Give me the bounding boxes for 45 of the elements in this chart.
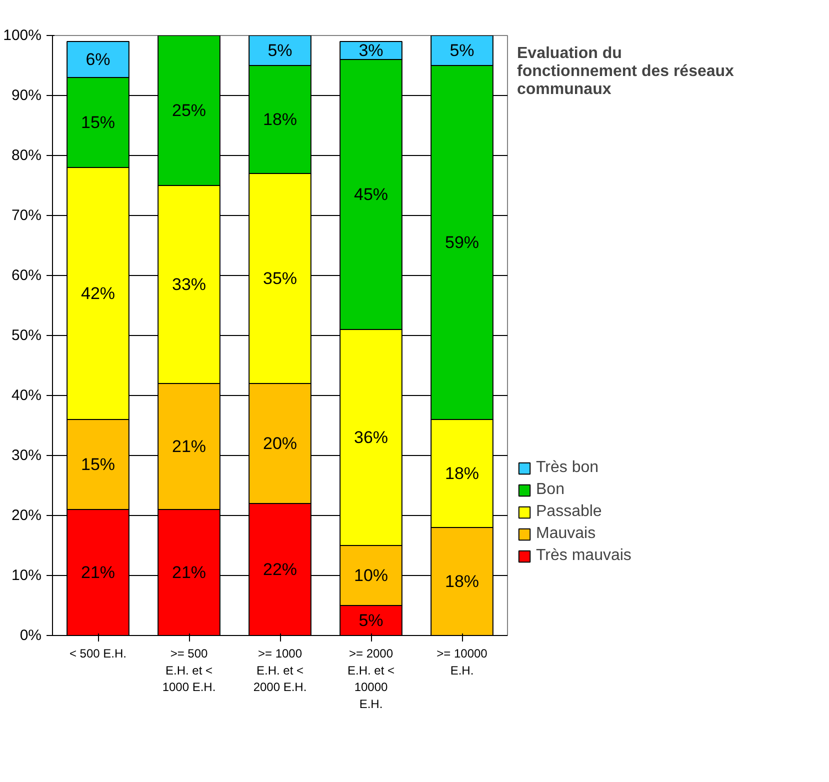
data-label: 20% xyxy=(262,434,298,453)
y-tick-label: 0% xyxy=(20,627,42,644)
data-label: 21% xyxy=(172,437,206,456)
data-label: 5% xyxy=(358,611,384,630)
legend-label: Très mauvais xyxy=(536,547,632,565)
x-tick-label: >= 2000 E.H. et < 10000 E.H. xyxy=(347,646,395,711)
data-label: 6% xyxy=(86,50,110,69)
data-label: 42% xyxy=(80,284,116,303)
data-label: 15% xyxy=(80,455,116,474)
legend-label: Bon xyxy=(536,481,564,499)
data-label: 36% xyxy=(354,428,388,447)
data-label: 18% xyxy=(444,572,480,591)
y-tick-label: 20% xyxy=(11,507,42,524)
legend-label: Très bon xyxy=(536,459,599,477)
y-tick-label: 100% xyxy=(3,27,42,44)
y-tick-label: 90% xyxy=(11,87,42,104)
y-tick-label: 40% xyxy=(11,387,42,404)
data-label: 22% xyxy=(262,560,298,579)
data-label: 3% xyxy=(358,41,384,60)
x-tick-label: >= 10000 E.H. xyxy=(436,646,488,678)
data-label: 33% xyxy=(172,275,206,294)
x-tick-label: >= 1000 E.H. et < 2000 E.H. xyxy=(253,646,307,694)
x-tick-label: < 500 E.H. xyxy=(69,646,127,660)
x-tick-label: >= 500 E.H. et < 1000 E.H. xyxy=(162,646,216,694)
y-tick-label: 30% xyxy=(11,447,42,464)
data-label: 15% xyxy=(80,113,116,132)
data-label: 21% xyxy=(172,563,206,582)
legend-label: Passable xyxy=(536,503,602,521)
y-tick-label: 50% xyxy=(11,327,42,344)
y-tick-label: 60% xyxy=(11,267,42,284)
data-label: 59% xyxy=(444,233,480,252)
data-label: 10% xyxy=(354,566,388,585)
data-label: 35% xyxy=(262,269,298,288)
data-label: 5% xyxy=(450,41,474,60)
data-label: 5% xyxy=(268,41,292,60)
y-tick-label: 70% xyxy=(11,207,42,224)
legend-label: Mauvais xyxy=(536,525,596,543)
data-label: 25% xyxy=(172,101,206,120)
data-label: 18% xyxy=(262,110,298,129)
text: Evaluation du fonctionnement des réseaux communaux xyxy=(517,45,734,99)
y-tick-label: 80% xyxy=(11,147,42,164)
y-tick-label: 10% xyxy=(11,567,42,584)
data-label: 18% xyxy=(444,464,480,483)
data-label: 45% xyxy=(354,185,388,204)
data-label: 21% xyxy=(80,563,116,582)
